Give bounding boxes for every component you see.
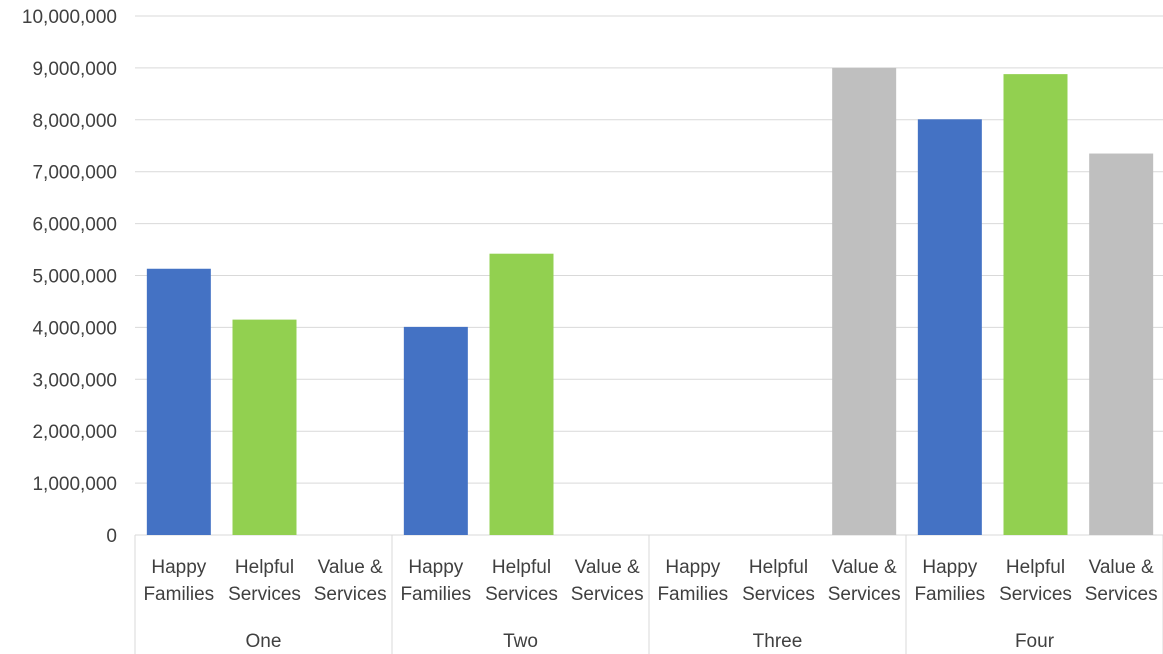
x-tick-label-line1: Value & — [1089, 557, 1154, 578]
bar-four-3 — [1089, 153, 1154, 535]
x-tick-label-line1: Value & — [318, 557, 383, 578]
x-tick-label-line1: Helpful — [492, 557, 551, 578]
x-tick-label-line1: Value & — [832, 557, 897, 578]
x-tick-label-line1: Happy — [922, 557, 977, 578]
bar-one-1 — [146, 268, 211, 535]
y-tick-label: 10,000,000 — [22, 7, 117, 28]
group-label: Three — [753, 631, 803, 652]
x-tick-label-line1: Helpful — [235, 557, 294, 578]
y-tick-label: 3,000,000 — [32, 370, 117, 391]
y-tick-label: 4,000,000 — [32, 318, 117, 339]
y-tick-label: 8,000,000 — [32, 111, 117, 132]
x-tick-label-line1: Helpful — [749, 557, 808, 578]
y-tick-label: 7,000,000 — [32, 163, 117, 184]
x-tick-label-line1: Helpful — [1006, 557, 1065, 578]
group-label: Four — [1015, 631, 1055, 652]
y-tick-label: 5,000,000 — [32, 267, 117, 288]
x-tick-label-line1: Happy — [151, 557, 206, 578]
y-tick-label: 6,000,000 — [32, 215, 117, 236]
x-tick-label-line1: Happy — [408, 557, 463, 578]
y-tick-label: 1,000,000 — [32, 474, 117, 495]
bar-four-2 — [1003, 74, 1068, 536]
x-tick-label-line2: Services — [228, 584, 301, 605]
x-tick-label-line2: Services — [485, 584, 558, 605]
bar-two-1 — [403, 326, 468, 535]
x-tick-label-line2: Families — [143, 584, 214, 605]
x-tick-label-line2: Services — [1085, 584, 1158, 605]
x-tick-label-line2: Families — [657, 584, 728, 605]
x-tick-label-line2: Services — [999, 584, 1072, 605]
x-tick-label-line2: Services — [828, 584, 901, 605]
bar-one-2 — [232, 319, 297, 535]
x-tick-label-line1: Value & — [575, 557, 640, 578]
x-tick-label-line2: Services — [314, 584, 387, 605]
x-tick-label-line2: Services — [742, 584, 815, 605]
y-tick-label: 2,000,000 — [32, 422, 117, 443]
bar-two-2 — [489, 253, 554, 535]
y-tick-label: 9,000,000 — [32, 59, 117, 80]
bar-four-1 — [917, 119, 982, 535]
x-tick-label-line1: Happy — [665, 557, 720, 578]
group-label: One — [246, 631, 282, 652]
x-tick-label-line2: Services — [571, 584, 644, 605]
x-tick-label-line2: Families — [400, 584, 471, 605]
group-label: Two — [503, 631, 538, 652]
y-tick-label: 0 — [106, 526, 117, 547]
bar-three-3 — [832, 67, 897, 536]
x-tick-label-line2: Families — [914, 584, 985, 605]
